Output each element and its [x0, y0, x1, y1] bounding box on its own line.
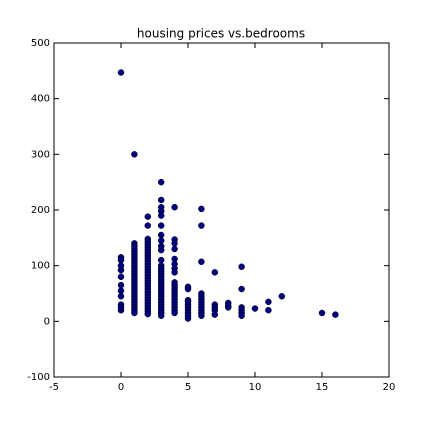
point: [251, 305, 259, 312]
point: [117, 287, 125, 294]
point: [157, 231, 165, 239]
point: [184, 315, 192, 322]
point: [157, 246, 165, 254]
point: [157, 312, 165, 320]
point: [117, 306, 125, 314]
point: [171, 245, 178, 253]
point: [198, 222, 205, 229]
y-tick-label: 100: [31, 261, 50, 272]
x-tick-label: 20: [383, 382, 396, 393]
point: [224, 304, 232, 311]
point: [157, 212, 165, 219]
point: [198, 258, 205, 266]
x-tick-label: 10: [249, 382, 262, 393]
x-tick-label: 15: [316, 382, 329, 393]
y-tick-label: 400: [31, 94, 50, 105]
point: [144, 310, 152, 318]
point: [265, 298, 272, 306]
y-tick-label: 300: [31, 149, 50, 160]
point: [171, 240, 178, 247]
point: [238, 285, 245, 293]
point: [171, 309, 178, 317]
point: [117, 69, 125, 76]
point: [211, 311, 219, 318]
point: [278, 293, 286, 300]
point: [157, 178, 165, 186]
y-tick-label: 200: [31, 205, 50, 216]
point: [131, 151, 138, 158]
point: [265, 306, 272, 314]
point: [131, 309, 138, 317]
y-tick-label: -100: [27, 372, 50, 383]
point: [238, 312, 245, 320]
point: [117, 256, 125, 264]
point: [184, 285, 192, 293]
y-tick-label: 500: [31, 38, 50, 49]
point: [117, 281, 125, 289]
point: [171, 269, 178, 276]
y-tick-label: 0: [44, 316, 50, 327]
point: [117, 266, 125, 274]
point: [157, 256, 165, 264]
point: [157, 222, 165, 229]
point: [157, 196, 165, 204]
x-tick-label: 5: [185, 382, 191, 393]
point: [144, 222, 152, 229]
point: [211, 269, 219, 276]
point: [238, 263, 245, 271]
point: [198, 312, 205, 320]
point: [117, 273, 125, 281]
point: [157, 237, 165, 244]
x-tick-label: 0: [118, 382, 124, 393]
point: [318, 309, 326, 317]
x-tick-label: -5: [49, 382, 59, 393]
point: [117, 293, 125, 300]
plot-frame: [53, 42, 390, 378]
point: [171, 203, 178, 211]
chart-title: housing prices vs.bedrooms: [137, 27, 305, 41]
point: [332, 311, 339, 318]
point: [144, 213, 152, 220]
point: [198, 205, 205, 213]
